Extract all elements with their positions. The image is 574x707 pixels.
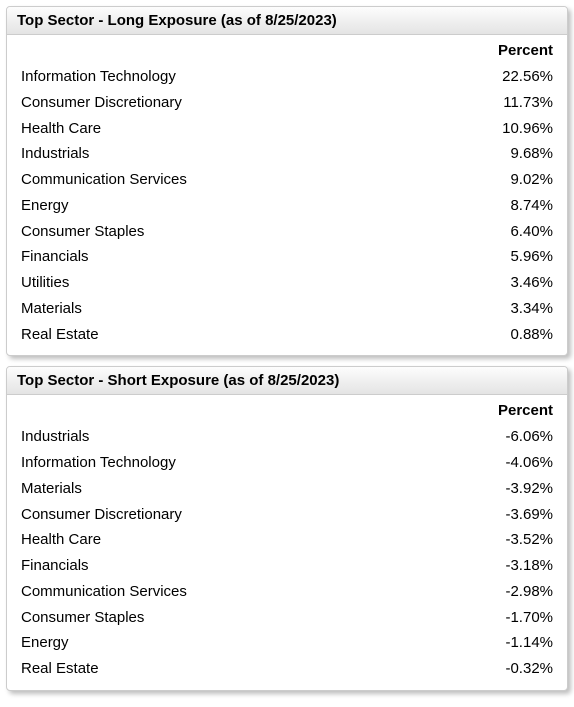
sector-percent: -1.14% — [420, 630, 553, 656]
sector-percent: -1.70% — [420, 605, 553, 631]
short-panel-body: Percent Industrials-6.06%Information Tec… — [7, 395, 567, 690]
long-panel-title: Top Sector - Long Exposure (as of 8/25/2… — [7, 7, 567, 35]
long-table-body: Information Technology22.56%Consumer Dis… — [21, 64, 553, 347]
long-percent-header: Percent — [420, 39, 553, 64]
sector-label: Information Technology — [21, 450, 420, 476]
short-exposure-table: Percent Industrials-6.06%Information Tec… — [21, 399, 553, 682]
sector-percent: 8.74% — [420, 193, 553, 219]
table-row: Health Care-3.52% — [21, 527, 553, 553]
table-row: Real Estate0.88% — [21, 322, 553, 348]
table-row: Consumer Staples6.40% — [21, 219, 553, 245]
table-row: Industrials-6.06% — [21, 424, 553, 450]
sector-percent: 9.02% — [420, 167, 553, 193]
table-row: Financials-3.18% — [21, 553, 553, 579]
sector-label: Communication Services — [21, 579, 420, 605]
sector-percent: -3.52% — [420, 527, 553, 553]
sector-label: Materials — [21, 476, 420, 502]
table-row: Consumer Staples-1.70% — [21, 605, 553, 631]
table-row: Industrials9.68% — [21, 141, 553, 167]
sector-percent: -2.98% — [420, 579, 553, 605]
long-label-header — [21, 39, 420, 64]
table-row: Information Technology-4.06% — [21, 450, 553, 476]
table-row: Energy8.74% — [21, 193, 553, 219]
sector-label: Information Technology — [21, 64, 420, 90]
table-row: Communication Services9.02% — [21, 167, 553, 193]
sector-label: Real Estate — [21, 322, 420, 348]
sector-percent: 5.96% — [420, 244, 553, 270]
sector-percent: 9.68% — [420, 141, 553, 167]
sector-percent: -0.32% — [420, 656, 553, 682]
sector-label: Health Care — [21, 116, 420, 142]
sector-label: Financials — [21, 244, 420, 270]
sector-percent: -3.18% — [420, 553, 553, 579]
sector-percent: -4.06% — [420, 450, 553, 476]
sector-label: Communication Services — [21, 167, 420, 193]
short-exposure-panel: Top Sector - Short Exposure (as of 8/25/… — [6, 366, 568, 691]
table-row: Health Care10.96% — [21, 116, 553, 142]
sector-label: Consumer Discretionary — [21, 502, 420, 528]
table-row: Materials-3.92% — [21, 476, 553, 502]
sector-percent: 3.34% — [420, 296, 553, 322]
sector-label: Industrials — [21, 424, 420, 450]
sector-percent: 11.73% — [420, 90, 553, 116]
table-row: Information Technology22.56% — [21, 64, 553, 90]
sector-label: Real Estate — [21, 656, 420, 682]
sector-percent: -6.06% — [420, 424, 553, 450]
sector-label: Industrials — [21, 141, 420, 167]
sector-label: Health Care — [21, 527, 420, 553]
table-row: Utilities3.46% — [21, 270, 553, 296]
short-table-body: Industrials-6.06%Information Technology-… — [21, 424, 553, 682]
table-row: Real Estate-0.32% — [21, 656, 553, 682]
sector-label: Consumer Discretionary — [21, 90, 420, 116]
sector-label: Consumer Staples — [21, 605, 420, 631]
sector-label: Energy — [21, 630, 420, 656]
table-row: Energy-1.14% — [21, 630, 553, 656]
sector-percent: 0.88% — [420, 322, 553, 348]
table-row: Consumer Discretionary-3.69% — [21, 502, 553, 528]
long-panel-body: Percent Information Technology22.56%Cons… — [7, 35, 567, 355]
table-row: Materials3.34% — [21, 296, 553, 322]
sector-label: Energy — [21, 193, 420, 219]
long-exposure-table: Percent Information Technology22.56%Cons… — [21, 39, 553, 347]
sector-percent: -3.69% — [420, 502, 553, 528]
sector-percent: 10.96% — [420, 116, 553, 142]
table-row: Financials5.96% — [21, 244, 553, 270]
table-row: Communication Services-2.98% — [21, 579, 553, 605]
sector-label: Utilities — [21, 270, 420, 296]
sector-label: Consumer Staples — [21, 219, 420, 245]
sector-label: Materials — [21, 296, 420, 322]
sector-percent: 6.40% — [420, 219, 553, 245]
sector-percent: 3.46% — [420, 270, 553, 296]
short-panel-title: Top Sector - Short Exposure (as of 8/25/… — [7, 367, 567, 395]
sector-percent: 22.56% — [420, 64, 553, 90]
sector-percent: -3.92% — [420, 476, 553, 502]
short-label-header — [21, 399, 420, 424]
table-row: Consumer Discretionary11.73% — [21, 90, 553, 116]
long-exposure-panel: Top Sector - Long Exposure (as of 8/25/2… — [6, 6, 568, 356]
sector-label: Financials — [21, 553, 420, 579]
short-percent-header: Percent — [420, 399, 553, 424]
